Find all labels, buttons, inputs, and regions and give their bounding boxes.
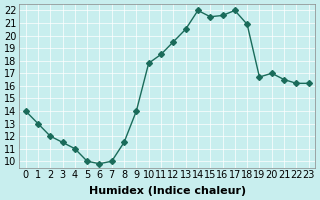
X-axis label: Humidex (Indice chaleur): Humidex (Indice chaleur): [89, 186, 246, 196]
